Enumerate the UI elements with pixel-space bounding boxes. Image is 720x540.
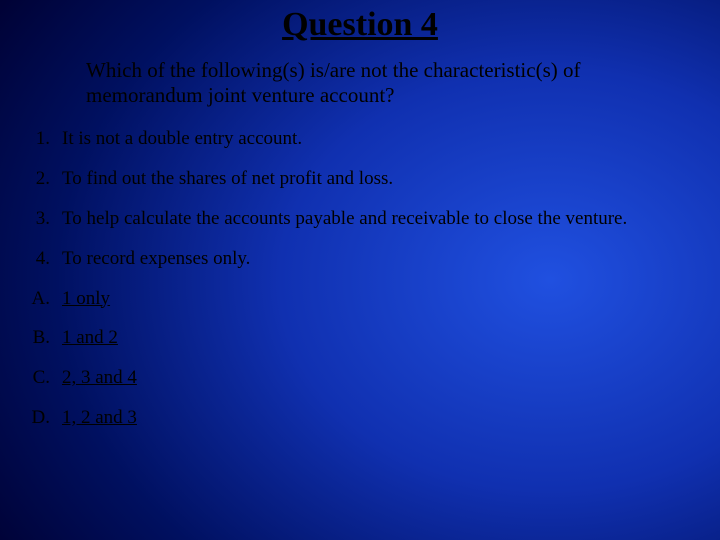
list-item: C. 2, 3 and 4 bbox=[30, 367, 680, 390]
list-marker: 1. bbox=[30, 128, 56, 151]
list-item: B. 1 and 2 bbox=[30, 327, 680, 350]
list-item: D. 1, 2 and 3 bbox=[30, 407, 680, 430]
answer-link[interactable]: 1, 2 and 3 bbox=[62, 407, 137, 428]
answer-option[interactable]: 1 and 2 bbox=[56, 327, 680, 350]
answer-option[interactable]: 1 only bbox=[56, 288, 680, 311]
list-text: It is not a double entry account. bbox=[56, 128, 680, 151]
list-item: 2. To find out the shares of net profit … bbox=[30, 168, 680, 191]
answer-option[interactable]: 1, 2 and 3 bbox=[56, 407, 680, 430]
list-text: To record expenses only. bbox=[56, 248, 680, 271]
list-text: To find out the shares of net profit and… bbox=[56, 168, 680, 191]
answer-link[interactable]: 1 and 2 bbox=[62, 327, 118, 348]
list-item: A. 1 only bbox=[30, 288, 680, 311]
answer-option[interactable]: 2, 3 and 4 bbox=[56, 367, 680, 390]
list-text: To help calculate the accounts payable a… bbox=[56, 208, 680, 231]
question-text: Which of the following(s) is/are not the… bbox=[0, 58, 720, 108]
numbered-list: 1. It is not a double entry account. 2. … bbox=[0, 128, 720, 270]
list-marker: C. bbox=[30, 367, 56, 390]
list-marker: 4. bbox=[30, 248, 56, 271]
slide-title: Question 4 bbox=[0, 0, 720, 58]
answer-link[interactable]: 2, 3 and 4 bbox=[62, 367, 137, 388]
list-marker: A. bbox=[30, 288, 56, 311]
list-marker: B. bbox=[30, 327, 56, 350]
list-item: 3. To help calculate the accounts payabl… bbox=[30, 208, 680, 231]
list-item: 1. It is not a double entry account. bbox=[30, 128, 680, 151]
list-marker: 3. bbox=[30, 208, 56, 231]
list-marker: D. bbox=[30, 407, 56, 430]
list-marker: 2. bbox=[30, 168, 56, 191]
answer-link[interactable]: 1 only bbox=[62, 288, 110, 309]
list-item: 4. To record expenses only. bbox=[30, 248, 680, 271]
lettered-list: A. 1 only B. 1 and 2 C. 2, 3 and 4 D. 1,… bbox=[0, 288, 720, 430]
